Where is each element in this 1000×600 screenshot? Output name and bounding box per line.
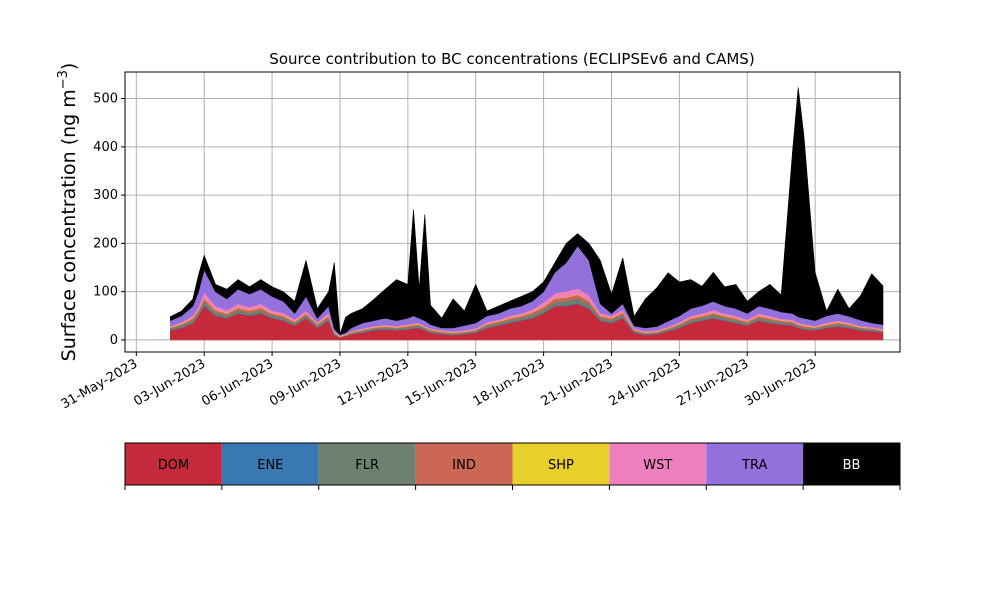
y-tick-label: 100	[93, 285, 118, 300]
x-tick-label: 12-Jun-2023	[335, 356, 412, 409]
x-tick-label: 31-May-2023	[59, 356, 141, 412]
y-tick-label: 0	[110, 333, 118, 348]
x-tick-label: 24-Jun-2023	[607, 356, 684, 409]
stacked-areas	[170, 87, 884, 341]
legend-swatch-ind	[415, 443, 513, 485]
x-tick-label: 21-Jun-2023	[539, 356, 616, 409]
y-axis-label-close: )	[58, 63, 80, 70]
y-axis-label-superscript: −3	[56, 70, 71, 89]
legend-swatch-flr	[318, 443, 416, 485]
y-tick-label: 500	[93, 92, 118, 107]
legend-swatch-dom	[125, 443, 222, 485]
x-tick-label: 03-Jun-2023	[131, 356, 208, 409]
legend-label-ene: ENE	[257, 458, 283, 473]
x-tick-label: 18-Jun-2023	[471, 356, 548, 409]
x-tick-label: 15-Jun-2023	[403, 356, 480, 409]
x-tick-label: 06-Jun-2023	[199, 356, 276, 409]
x-tick-label: 30-Jun-2023	[742, 356, 819, 409]
y-axis-label: Surface concentration (ng m−3)	[56, 63, 80, 362]
x-tick-label: 09-Jun-2023	[267, 356, 344, 409]
y-tick-label: 300	[93, 188, 118, 203]
area-series-bb	[170, 87, 884, 335]
legend-label-bb: BB	[843, 458, 861, 473]
y-tick-label: 200	[93, 236, 118, 251]
legend-label-dom: DOM	[158, 458, 189, 473]
x-axis-ticks: 31-May-202303-Jun-202306-Jun-202309-Jun-…	[59, 352, 819, 412]
legend-swatch-bb	[803, 443, 900, 485]
legend-label-wst: WST	[643, 458, 672, 473]
legend-label-flr: FLR	[355, 458, 379, 473]
y-axis-ticks: 0 100 200 300 400 500	[93, 92, 125, 348]
y-tick-label: 400	[93, 140, 118, 155]
x-tick-label: 27-Jun-2023	[674, 356, 751, 409]
chart-title: Source contribution to BC concentrations…	[269, 50, 754, 68]
legend-swatch-ene	[221, 443, 319, 485]
plot-frame	[124, 71, 901, 353]
colorbar-legend: DOM ENE FLR IND SHP WST TRA BB	[124, 442, 901, 490]
legend-label-shp: SHP	[548, 458, 574, 473]
legend-label-ind: IND	[452, 458, 476, 473]
legend-swatch-wst	[609, 443, 707, 485]
legend-swatch-shp	[512, 443, 610, 485]
legend-label-tra: TRA	[741, 458, 767, 473]
legend-swatch-tra	[706, 443, 804, 485]
y-axis-label-main: Surface concentration (ng m	[58, 89, 80, 361]
